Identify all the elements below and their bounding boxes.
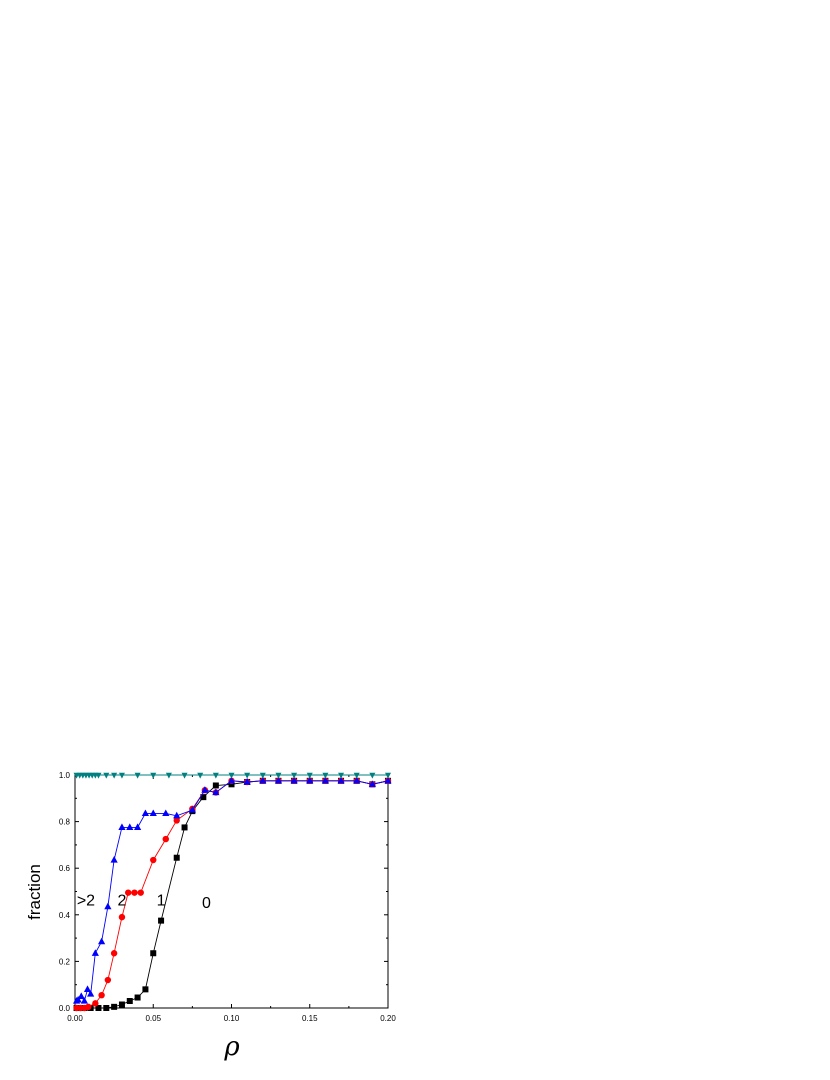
data-point-0 [134,994,141,1001]
data-point-gt2 [290,776,298,784]
data-point-gt2 [306,776,314,784]
x-tick-label: 0.00 [67,1014,83,1023]
data-point-top [306,772,313,779]
data-point-top [228,772,235,779]
data-point-top [369,772,376,779]
data-point-gt2 [74,995,82,1003]
data-point-top [275,772,282,779]
data-point-gt2 [384,776,392,784]
data-point-gt2 [134,823,142,831]
data-point-1 [162,835,169,843]
data-point-gt2 [87,990,95,997]
data-point-0 [103,1005,110,1011]
data-point-gt2 [353,776,361,784]
data-point-gt2 [98,937,106,945]
data-point-gt2 [227,776,236,784]
data-point-1 [150,856,157,864]
x-tick-label: 0.15 [302,1014,318,1023]
series-annotation: 0 [202,895,211,912]
x-tick-label: 0.20 [380,1014,396,1023]
data-point-top [103,772,110,779]
y-tick-label: 0.8 [59,818,71,827]
data-point-gt2 [83,985,92,992]
data-point-gt2 [212,788,220,796]
data-point-top [95,772,102,779]
data-point-gt2 [243,777,251,785]
data-point-top [197,772,204,779]
data-point-top [259,772,266,779]
data-point-1 [125,889,132,896]
y-axis-title: fraction [25,864,44,920]
data-point-0 [158,917,165,924]
data-point-gt2 [91,949,99,956]
data-point-top [338,772,345,779]
data-point-top [353,772,360,779]
data-point-top [291,772,298,779]
x-tick-label: 0.10 [224,1014,240,1023]
data-point-0 [173,854,180,861]
series-line-gt2 [76,780,389,1003]
data-point-0 [212,782,219,789]
data-point-1 [137,889,144,896]
data-point-top [134,772,141,779]
data-point-gt2 [368,780,376,787]
data-point-top [212,772,219,779]
data-point-gt2 [118,823,126,831]
data-point-0 [150,950,157,957]
series-group [72,772,392,1012]
data-point-gt2 [162,809,170,817]
data-point-top [181,772,188,779]
annotations: >2 2 1 0 [77,892,211,911]
data-point-1 [110,950,118,957]
data-point-gt2 [259,776,267,784]
data-point-gt2 [80,997,88,1004]
data-point-gt2 [188,805,196,813]
data-point-gt2 [173,811,181,819]
data-point-gt2 [274,776,283,784]
data-point-gt2 [110,856,118,863]
data-point-top [385,772,391,779]
data-point-top [165,772,172,779]
data-point-1 [131,889,138,896]
data-point-gt2 [321,776,329,784]
data-point-gt2 [141,809,150,817]
data-point-1 [98,991,105,999]
y-tick-label: 0.6 [59,864,71,873]
data-point-1 [92,1000,99,1007]
data-point-gt2 [126,823,134,831]
series-annotation: >2 [77,892,95,909]
data-point-0 [142,986,149,993]
data-point-0 [118,1001,125,1008]
data-point-1 [104,976,112,984]
data-point-0 [95,1005,102,1011]
x-tick-label: 0.05 [145,1014,161,1023]
data-point-gt2 [201,786,209,793]
data-point-0 [181,824,188,831]
data-point-0 [126,998,133,1005]
data-point-0 [200,794,207,801]
data-point-gt2 [77,992,85,999]
data-point-gt2 [337,776,345,784]
data-point-top [244,772,251,779]
data-point-top [322,772,329,779]
y-tick-label: 0.0 [59,1004,71,1013]
series-annotation: 2 [117,892,126,909]
data-point-gt2 [149,809,157,817]
series-annotation: 1 [157,892,166,909]
data-point-0 [228,781,235,788]
x-axis-title: ρ [223,1032,240,1062]
data-point-1 [173,817,180,824]
data-point-top [118,772,125,779]
data-point-0 [111,1003,118,1010]
y-tick-label: 1.0 [59,771,71,780]
data-point-1 [118,913,126,921]
y-tick-label: 0.2 [59,957,71,966]
data-point-top [111,772,118,779]
y-tick-label: 0.4 [59,911,71,920]
data-point-1 [85,1003,92,1011]
data-point-gt2 [104,902,112,910]
data-point-top [150,772,157,779]
